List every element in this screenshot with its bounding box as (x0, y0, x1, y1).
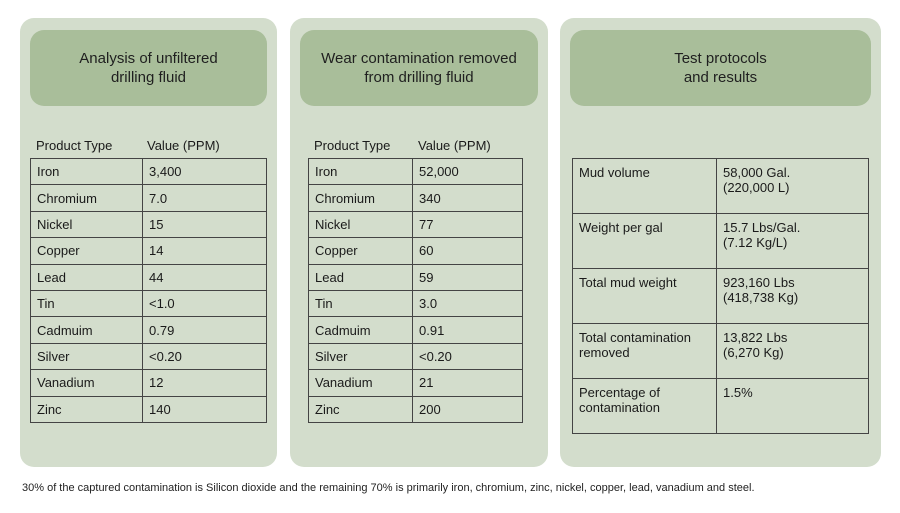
value-cell: 200 (412, 395, 523, 423)
value-cell: 60 (412, 237, 523, 265)
product-cell: Nickel (308, 210, 413, 239)
product-cell: Vanadium (30, 369, 143, 397)
metric-label-cell: Weight per gal (572, 213, 717, 269)
table-row: Percentage of contamination 1.5% (572, 378, 869, 434)
value-cell: 12 (142, 369, 267, 397)
value-cell: <0.20 (412, 342, 523, 371)
product-cell: Lead (30, 263, 143, 291)
metric-value-cell: 923,160 Lbs (418,738 Kg) (716, 268, 869, 324)
panel-title: Wear contamination removed from drilling… (300, 30, 538, 106)
product-cell: Silver (308, 342, 413, 371)
table-row: Silver <0.20 (308, 342, 523, 371)
metric-label-cell: Total contamination removed (572, 323, 717, 379)
value-cell: 15 (142, 210, 267, 239)
metric-value-metric: (220,000 L) (723, 180, 790, 195)
metric-label-cell: Total mud weight (572, 268, 717, 324)
product-cell: Zinc (30, 395, 143, 423)
metric-label-cell: Mud volume (572, 158, 717, 214)
table-row: Cadmuim 0.79 (30, 316, 267, 344)
product-cell: Copper (308, 237, 413, 265)
product-cell: Silver (30, 342, 143, 371)
unfiltered-table: Iron 3,400 Chromium 7.0 Nickel 15 Copper 14 … (30, 157, 267, 423)
table-row: Lead 44 (30, 263, 267, 291)
table-row: Chromium 340 (308, 184, 523, 212)
product-cell: Iron (308, 157, 413, 186)
table-row: Zinc 200 (308, 395, 523, 423)
metric-value: 923,160 Lbs (723, 275, 795, 290)
metric-value: 58,000 Gal. (723, 165, 791, 180)
table-row: Copper 60 (308, 237, 523, 265)
metric-value-metric: (6,270 Kg) (723, 345, 784, 360)
value-cell: 0.91 (412, 316, 523, 344)
table-row: Iron 52,000 (308, 157, 523, 186)
table-row: Tin <1.0 (30, 289, 267, 318)
product-cell: Zinc (308, 395, 413, 423)
product-cell: Tin (30, 289, 143, 318)
table-row: Iron 3,400 (30, 157, 267, 186)
table-row: Weight per gal 15.7 Lbs/Gal. (7.12 Kg/L) (572, 213, 869, 269)
panel-title: Test protocols and results (570, 30, 871, 106)
metric-value-cell: 15.7 Lbs/Gal. (7.12 Kg/L) (716, 213, 869, 269)
table-row: Silver <0.20 (30, 342, 267, 371)
metric-value-cell: 13,822 Lbs (6,270 Kg) (716, 323, 869, 379)
table-row: Chromium 7.0 (30, 184, 267, 212)
table-row: Nickel 15 (30, 210, 267, 239)
value-cell: 7.0 (142, 184, 267, 212)
metric-value-metric: (418,738 Kg) (723, 290, 799, 305)
metric-value: 1.5% (723, 385, 753, 400)
product-cell: Nickel (30, 210, 143, 239)
table-row: Copper 14 (30, 237, 267, 265)
product-cell: Iron (30, 157, 143, 186)
value-cell: 21 (412, 369, 523, 397)
column-header-value: Value (PPM) (418, 138, 491, 153)
value-cell: 3,400 (142, 157, 267, 186)
column-header-product: Product Type (36, 138, 113, 153)
table-row: Vanadium 12 (30, 369, 267, 397)
product-cell: Chromium (308, 184, 413, 212)
unfiltered-analysis-panel: Analysis of unfiltered drilling fluid Pr… (20, 18, 277, 467)
value-cell: <1.0 (142, 289, 267, 318)
value-cell: 14 (142, 237, 267, 265)
table-row: Vanadium 21 (308, 369, 523, 397)
test-protocols-panel: Test protocols and results Mud volume 58… (560, 18, 881, 467)
value-cell: 44 (142, 263, 267, 291)
metric-value-cell: 1.5% (716, 378, 869, 434)
table-row: Total mud weight 923,160 Lbs (418,738 Kg) (572, 268, 869, 324)
test-results-table: Mud volume 58,000 Gal. (220,000 L) Weight… (572, 158, 869, 434)
metric-value-cell: 58,000 Gal. (220,000 L) (716, 158, 869, 214)
table-row: Lead 59 (308, 263, 523, 291)
table-row: Zinc 140 (30, 395, 267, 423)
table-row: Mud volume 58,000 Gal. (220,000 L) (572, 158, 869, 214)
footnote: 30% of the captured contamination is Sil… (22, 482, 755, 494)
panel-title: Analysis of unfiltered drilling fluid (30, 30, 267, 106)
metric-value-metric: (7.12 Kg/L) (723, 235, 788, 250)
value-cell: 0.79 (142, 316, 267, 344)
product-cell: Tin (308, 289, 413, 318)
product-cell: Cadmuim (30, 316, 143, 344)
value-cell: 59 (412, 263, 523, 291)
wear-contamination-panel: Wear contamination removed from drilling… (290, 18, 548, 467)
metric-value: 15.7 Lbs/Gal. (723, 220, 801, 235)
product-cell: Lead (308, 263, 413, 291)
value-cell: 77 (412, 210, 523, 239)
metric-value: 13,822 Lbs (723, 330, 788, 345)
table-row: Cadmuim 0.91 (308, 316, 523, 344)
product-cell: Cadmuim (308, 316, 413, 344)
column-header-product: Product Type (314, 138, 391, 153)
value-cell: 3.0 (412, 289, 523, 318)
metric-label-cell: Percentage of contamination (572, 378, 717, 434)
value-cell: 140 (142, 395, 267, 423)
product-cell: Vanadium (308, 369, 413, 397)
product-cell: Chromium (30, 184, 143, 212)
table-row: Total contamination removed 13,822 Lbs (6… (572, 323, 869, 379)
product-cell: Copper (30, 237, 143, 265)
value-cell: 340 (412, 184, 523, 212)
table-row: Nickel 77 (308, 210, 523, 239)
value-cell: <0.20 (142, 342, 267, 371)
table-row: Tin 3.0 (308, 289, 523, 318)
column-header-value: Value (PPM) (147, 138, 220, 153)
value-cell: 52,000 (412, 157, 523, 186)
wear-contamination-table: Iron 52,000 Chromium 340 Nickel 77 Copper 60… (308, 157, 523, 423)
